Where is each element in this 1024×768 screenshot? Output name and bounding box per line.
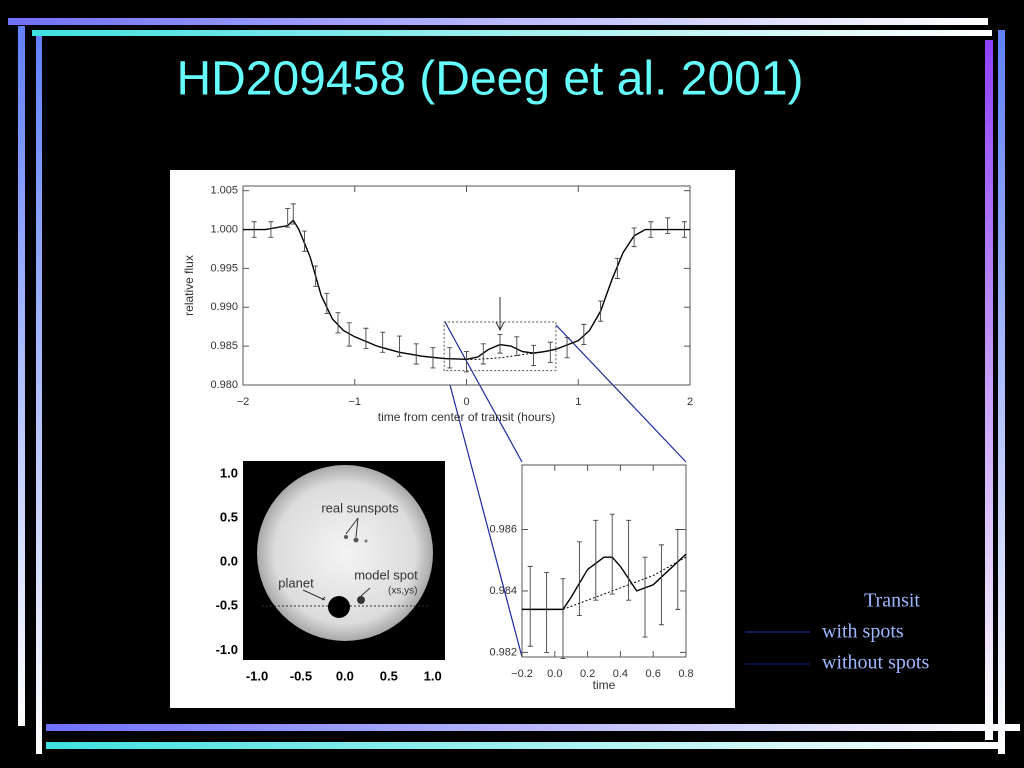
error-bar <box>665 217 671 234</box>
error-bar <box>430 347 436 369</box>
legend-label: with spots <box>822 621 904 643</box>
y-tick-label: 0.980 <box>210 379 238 391</box>
y-tick-label: 0.982 <box>489 646 517 658</box>
error-bar <box>380 331 386 353</box>
sun-image <box>243 461 445 660</box>
x-tick-label: −0.2 <box>511 668 533 680</box>
x-tick-label: 0.8 <box>678 668 693 680</box>
error-bar <box>290 203 296 225</box>
arrow <box>495 297 505 332</box>
x-tick-label: 1 <box>575 396 581 408</box>
x-tick-label: −1 <box>348 396 361 408</box>
y-tick-label: -0.5 <box>216 598 238 613</box>
error-bar <box>531 344 537 367</box>
x-tick-label: 0.6 <box>646 668 661 680</box>
error-bar <box>268 221 274 238</box>
y-axis-label: relative flux <box>182 255 196 316</box>
error-bar <box>324 292 330 314</box>
y-tick-label: 1.005 <box>210 185 238 197</box>
y-tick-label: 0.995 <box>210 262 238 274</box>
zoom-box <box>443 321 557 372</box>
error-bar <box>363 327 369 349</box>
y-tick-label: 0.5 <box>220 510 238 525</box>
error-bar <box>675 529 681 610</box>
x-tick-label: −2 <box>237 396 250 408</box>
x-tick-label: 0.0 <box>336 668 354 683</box>
error-bar <box>547 341 553 363</box>
error-bar <box>544 572 550 653</box>
error-bar <box>346 322 352 347</box>
x-tick-label: 2 <box>687 396 693 408</box>
image-annotation: model spot <box>354 567 418 582</box>
image-annotation: real sunspots <box>321 500 399 515</box>
error-bar <box>527 565 533 647</box>
x-axis-label: time from center of transit (hours) <box>378 410 555 424</box>
error-bar <box>396 335 402 357</box>
x-tick-label: 0.2 <box>580 668 595 680</box>
error-bar <box>497 334 503 354</box>
x-tick-label: -0.5 <box>290 668 312 683</box>
y-tick-label: 0.984 <box>489 585 517 597</box>
error-bar <box>464 351 469 373</box>
y-tick-label: 0.985 <box>210 340 238 352</box>
slide-title: HD209458 (Deeg et al. 2001) <box>176 53 803 106</box>
error-bar <box>581 323 587 346</box>
error-bar <box>560 578 566 659</box>
legend-label: without spots <box>822 652 929 674</box>
y-tick-label: 0.0 <box>220 554 238 569</box>
error-bar <box>642 556 648 638</box>
error-bar <box>447 347 453 369</box>
error-bar <box>658 544 664 626</box>
error-bar <box>631 227 637 248</box>
error-bar <box>251 221 257 238</box>
legend-title: Transit <box>864 590 920 612</box>
y-tick-label: 0.986 <box>489 523 517 535</box>
error-bar <box>576 541 582 616</box>
error-bar <box>285 208 291 228</box>
x-tick-label: 0.4 <box>613 668 628 680</box>
y-tick-label: 1.0 <box>220 466 238 481</box>
x-tick-label: 0.0 <box>547 668 562 680</box>
error-bar <box>626 519 632 601</box>
error-bar <box>301 230 307 252</box>
x-tick-label: 0.5 <box>380 668 398 683</box>
zoom-connectors <box>444 321 687 658</box>
x-tick-label: 1.0 <box>424 668 442 683</box>
error-bar <box>681 221 687 238</box>
series-line <box>522 553 687 611</box>
slide-border <box>8 18 1020 754</box>
error-bar <box>413 343 419 365</box>
image-annotation: (xs,ys) <box>388 586 417 597</box>
error-bar <box>480 343 486 365</box>
error-bar <box>313 265 319 287</box>
x-tick-label: 0 <box>463 396 469 408</box>
y-tick-label: -1.0 <box>216 642 238 657</box>
error-bar <box>514 336 520 356</box>
error-bar <box>564 337 570 359</box>
x-axis-label: time <box>593 678 616 692</box>
error-bar <box>614 257 620 279</box>
x-tick-label: -1.0 <box>246 668 268 683</box>
image-annotation: planet <box>278 575 314 590</box>
y-tick-label: 1.000 <box>210 223 238 235</box>
legend: Transit with spots without spots <box>745 590 929 674</box>
error-bar <box>598 300 604 322</box>
y-tick-label: 0.990 <box>210 301 238 313</box>
error-bar <box>593 519 599 601</box>
error-bar <box>335 312 341 334</box>
error-bar <box>648 221 654 238</box>
series-line <box>466 348 557 360</box>
plot-frame <box>521 464 687 658</box>
error-bar <box>609 513 615 595</box>
